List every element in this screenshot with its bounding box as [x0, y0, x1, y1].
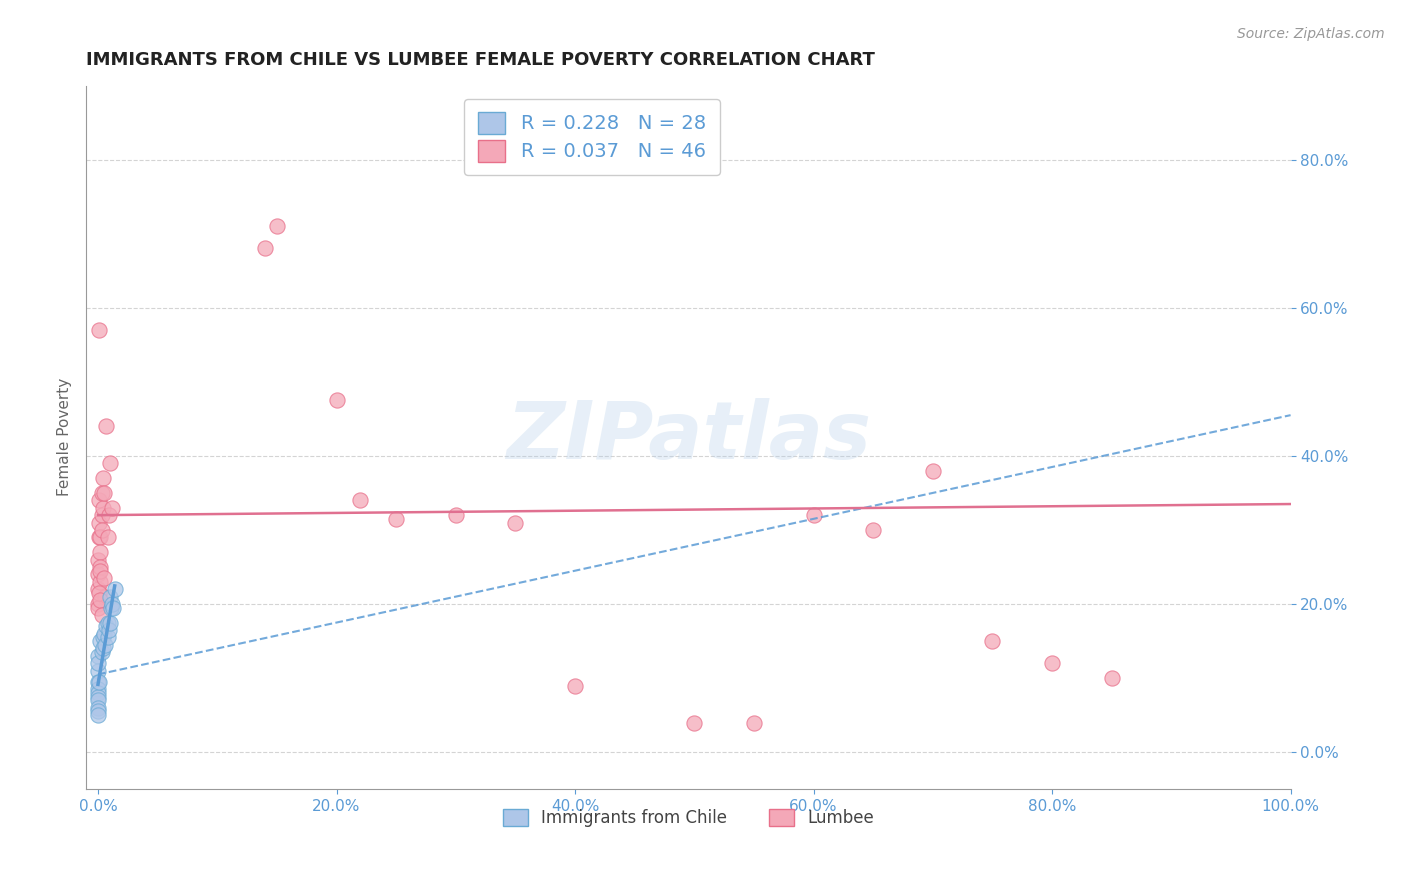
Point [103, 600, 125, 615]
Point [253, 242, 276, 256]
Point [87, 597, 110, 611]
Point [505, 516, 527, 530]
Point [90, 508, 112, 523]
Point [91, 631, 114, 645]
Point [97, 623, 120, 637]
Point [89, 574, 111, 589]
Point [742, 715, 765, 730]
Point [1101, 671, 1123, 685]
Point [89, 634, 111, 648]
Text: Source: ZipAtlas.com: Source: ZipAtlas.com [1237, 27, 1385, 41]
Point [101, 500, 124, 515]
Point [87, 600, 110, 615]
Point [87, 648, 110, 663]
Point [96, 419, 118, 434]
Point [87, 657, 110, 671]
Point [87, 700, 110, 714]
Point [98, 615, 121, 630]
Point [93, 571, 115, 585]
Point [564, 679, 586, 693]
Point [98, 590, 121, 604]
Point [89, 530, 111, 544]
Point [89, 323, 111, 337]
Point [91, 641, 114, 656]
Point [91, 500, 114, 515]
Point [266, 219, 288, 234]
Point [325, 393, 347, 408]
Point [349, 493, 371, 508]
Point [96, 615, 118, 630]
Point [87, 682, 110, 697]
Point [96, 631, 118, 645]
Point [89, 586, 111, 600]
Point [90, 645, 112, 659]
Point [87, 693, 110, 707]
Point [89, 530, 111, 544]
Point [87, 582, 110, 597]
Point [87, 690, 110, 704]
Point [93, 626, 115, 640]
Point [89, 560, 111, 574]
Point [91, 471, 114, 485]
Point [94, 590, 117, 604]
Point [683, 715, 706, 730]
Point [96, 530, 118, 544]
Point [89, 674, 111, 689]
Point [89, 545, 111, 559]
Point [87, 686, 110, 700]
Point [87, 705, 110, 719]
Point [87, 708, 110, 723]
Text: ZIPatlas: ZIPatlas [506, 399, 870, 476]
Point [87, 552, 110, 566]
Point [862, 523, 884, 537]
Point [1040, 657, 1063, 671]
Point [89, 593, 111, 607]
Point [101, 597, 124, 611]
Point [89, 493, 111, 508]
Point [90, 523, 112, 537]
Point [94, 638, 117, 652]
Point [96, 619, 118, 633]
Point [87, 674, 110, 689]
Point [90, 608, 112, 623]
Point [90, 486, 112, 500]
Point [93, 486, 115, 500]
Point [87, 567, 110, 582]
Point [803, 508, 825, 523]
Point [89, 516, 111, 530]
Point [98, 456, 121, 470]
Point [921, 464, 943, 478]
Point [87, 664, 110, 678]
Point [104, 582, 127, 597]
Legend: Immigrants from Chile, Lumbee: Immigrants from Chile, Lumbee [496, 802, 880, 834]
Point [97, 508, 120, 523]
Y-axis label: Female Poverty: Female Poverty [58, 378, 72, 497]
Point [444, 508, 467, 523]
Point [981, 634, 1004, 648]
Point [100, 600, 122, 615]
Point [385, 512, 408, 526]
Text: IMMIGRANTS FROM CHILE VS LUMBEE FEMALE POVERTY CORRELATION CHART: IMMIGRANTS FROM CHILE VS LUMBEE FEMALE P… [86, 51, 875, 69]
Point [89, 564, 111, 578]
